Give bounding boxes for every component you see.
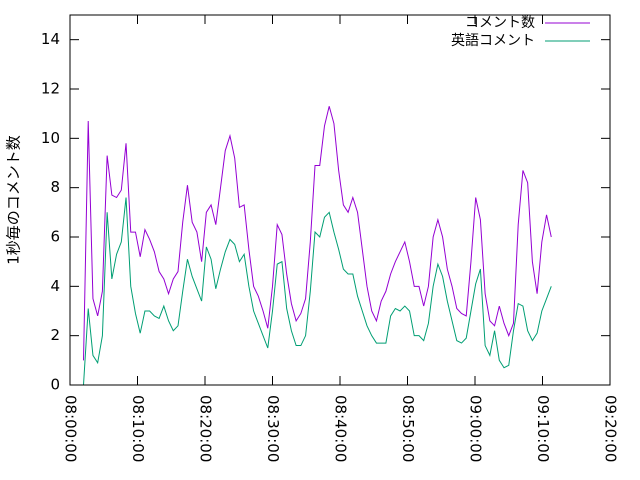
- x-tick-label: 08:20:00: [197, 395, 215, 462]
- legend-label: 英語コメント: [451, 32, 535, 49]
- x-tick-label: 08:30:00: [264, 395, 282, 462]
- x-tick-label: 08:00:00: [62, 395, 80, 462]
- y-tick-label: 2: [50, 326, 60, 344]
- x-tick-label: 08:40:00: [332, 395, 350, 462]
- y-axis-label: 1秒毎のコメント数: [5, 135, 23, 265]
- x-tick-label: 09:10:00: [534, 395, 552, 462]
- y-tick-label: 10: [41, 129, 60, 147]
- series-line: [83, 197, 552, 386]
- y-tick-label: 0: [50, 376, 60, 394]
- y-tick-label: 14: [41, 30, 60, 48]
- x-tick-label: 09:20:00: [602, 395, 620, 462]
- y-tick-label: 8: [50, 178, 60, 196]
- x-tick-label: 09:00:00: [467, 395, 485, 462]
- y-tick-label: 4: [50, 277, 60, 295]
- plot-frame: [69, 14, 611, 386]
- y-tick-label: 12: [41, 80, 60, 98]
- y-tick-label: 6: [50, 228, 60, 246]
- legend-label: コメント数: [465, 15, 535, 31]
- series-line: [83, 106, 552, 361]
- x-tick-label: 08:50:00: [399, 395, 417, 462]
- x-tick-label: 08:10:00: [129, 395, 147, 462]
